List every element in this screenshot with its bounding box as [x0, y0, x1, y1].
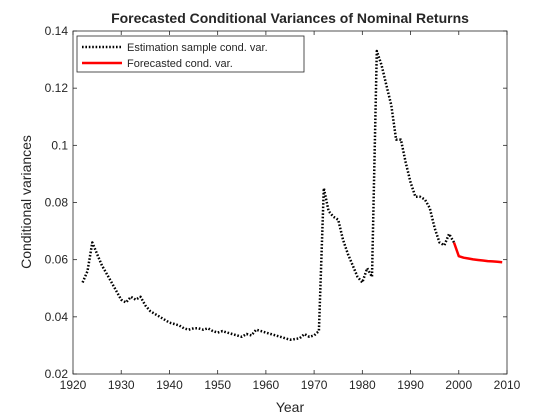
x-tick-label: 1970 [301, 378, 328, 392]
x-tick-label: 2000 [445, 378, 472, 392]
y-tick-label: 0.08 [45, 196, 69, 210]
plot-area [72, 30, 508, 375]
legend-label-estimation: Estimation sample cond. var. [127, 42, 268, 54]
y-axis-label: Conditional variances [18, 135, 34, 269]
series-lines [81, 49, 503, 341]
y-tick-label: 0.02 [45, 367, 69, 381]
x-tick-label: 1920 [60, 378, 87, 392]
x-tick-label: 1940 [156, 378, 183, 392]
x-tick-label: 1950 [204, 378, 231, 392]
chart-title: Forecasted Conditional Variances of Nomi… [111, 10, 469, 26]
series-line-forecast [452, 242, 503, 264]
series-line-estimation [81, 49, 456, 341]
axis-ticks: 1920 1930 1940 1950 1960 1970 1980 1990 2000 2010… [45, 24, 521, 392]
x-axis-label: Year [276, 399, 305, 415]
y-tick-label: 0.1 [51, 138, 68, 152]
legend-label-forecast: Forecasted cond. var. [127, 58, 233, 70]
x-tick-label: 1990 [397, 378, 424, 392]
y-tick-label: 0.06 [45, 253, 69, 267]
x-tick-label: 1960 [253, 378, 280, 392]
x-tick-label: 1980 [349, 378, 376, 392]
y-tick-label: 0.04 [45, 310, 69, 324]
y-tick-label: 0.14 [45, 24, 69, 38]
y-tick-label: 0.12 [45, 81, 69, 95]
legend: Estimation sample cond. var. Forecasted … [76, 35, 305, 73]
x-tick-label: 1930 [108, 378, 135, 392]
x-tick-label: 2010 [494, 378, 521, 392]
legend-box [76, 35, 305, 73]
